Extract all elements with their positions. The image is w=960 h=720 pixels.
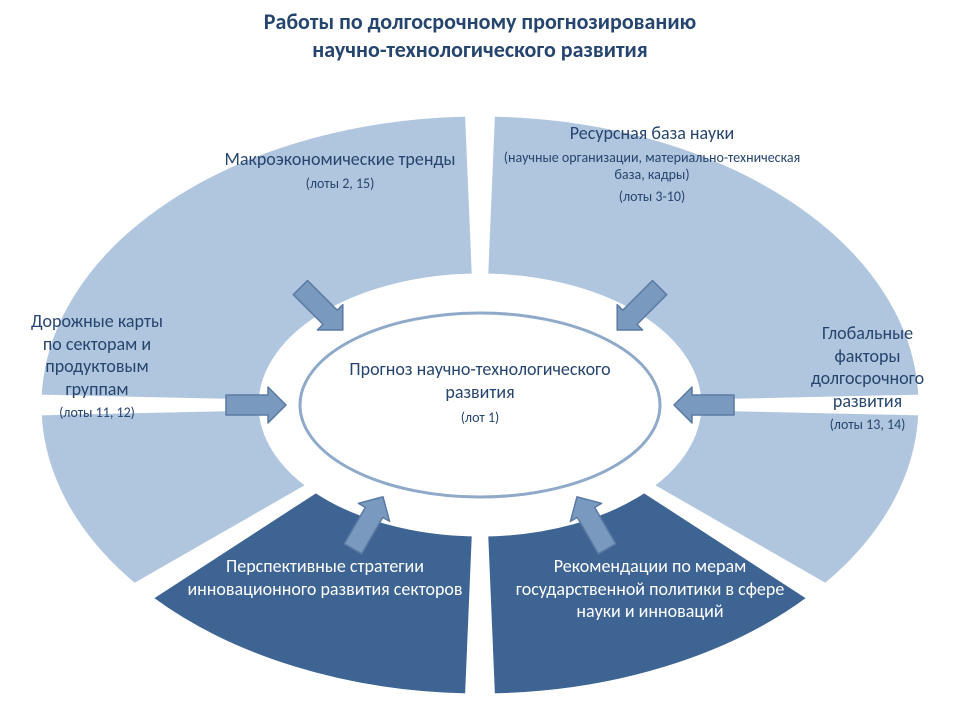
seg-left-label: Дорожные карты по секторам и продуктовым… (22, 310, 172, 500)
seg-top-left-sub: (лоты 2, 15) (210, 175, 470, 193)
seg-left-sub: (лоты 11, 12) (22, 404, 172, 422)
seg-bot-right-label: Рекомендации по мерам государственной по… (495, 555, 805, 685)
center-label: Прогноз научно-технологического развития… (330, 358, 630, 427)
seg-top-right-title: Ресурсная база науки (570, 122, 735, 144)
seg-top-left-label: Макроэкономические тренды (лоты 2, 15) (210, 148, 470, 258)
seg-bot-left-title: Перспективные стратегии инновационного р… (187, 555, 462, 600)
seg-top-right-sub: (лоты 3-10) (492, 188, 812, 206)
seg-left-title: Дорожные карты по секторам и продуктовым… (31, 310, 163, 400)
diagram-stage: Работы по долгосрочному прогнозированию … (0, 0, 960, 720)
seg-top-right-label: Ресурсная база науки (научные организации… (492, 122, 812, 262)
seg-right-title: Глобальные факторы долгосрочного развити… (811, 322, 924, 412)
seg-right-label: Глобальные факторы долгосрочного развити… (795, 322, 940, 492)
center-title: Прогноз научно-технологического развития (349, 358, 610, 403)
seg-top-left-title: Макроэкономические тренды (224, 148, 455, 170)
seg-bot-right-title: Рекомендации по мерам государственной по… (516, 555, 785, 622)
seg-top-right-extra: (научные организации, материально-технич… (492, 149, 812, 184)
seg-right-sub: (лоты 13, 14) (795, 416, 940, 434)
seg-bot-left-label: Перспективные стратегии инновационного р… (175, 555, 475, 685)
center-sub: (лот 1) (330, 409, 630, 427)
